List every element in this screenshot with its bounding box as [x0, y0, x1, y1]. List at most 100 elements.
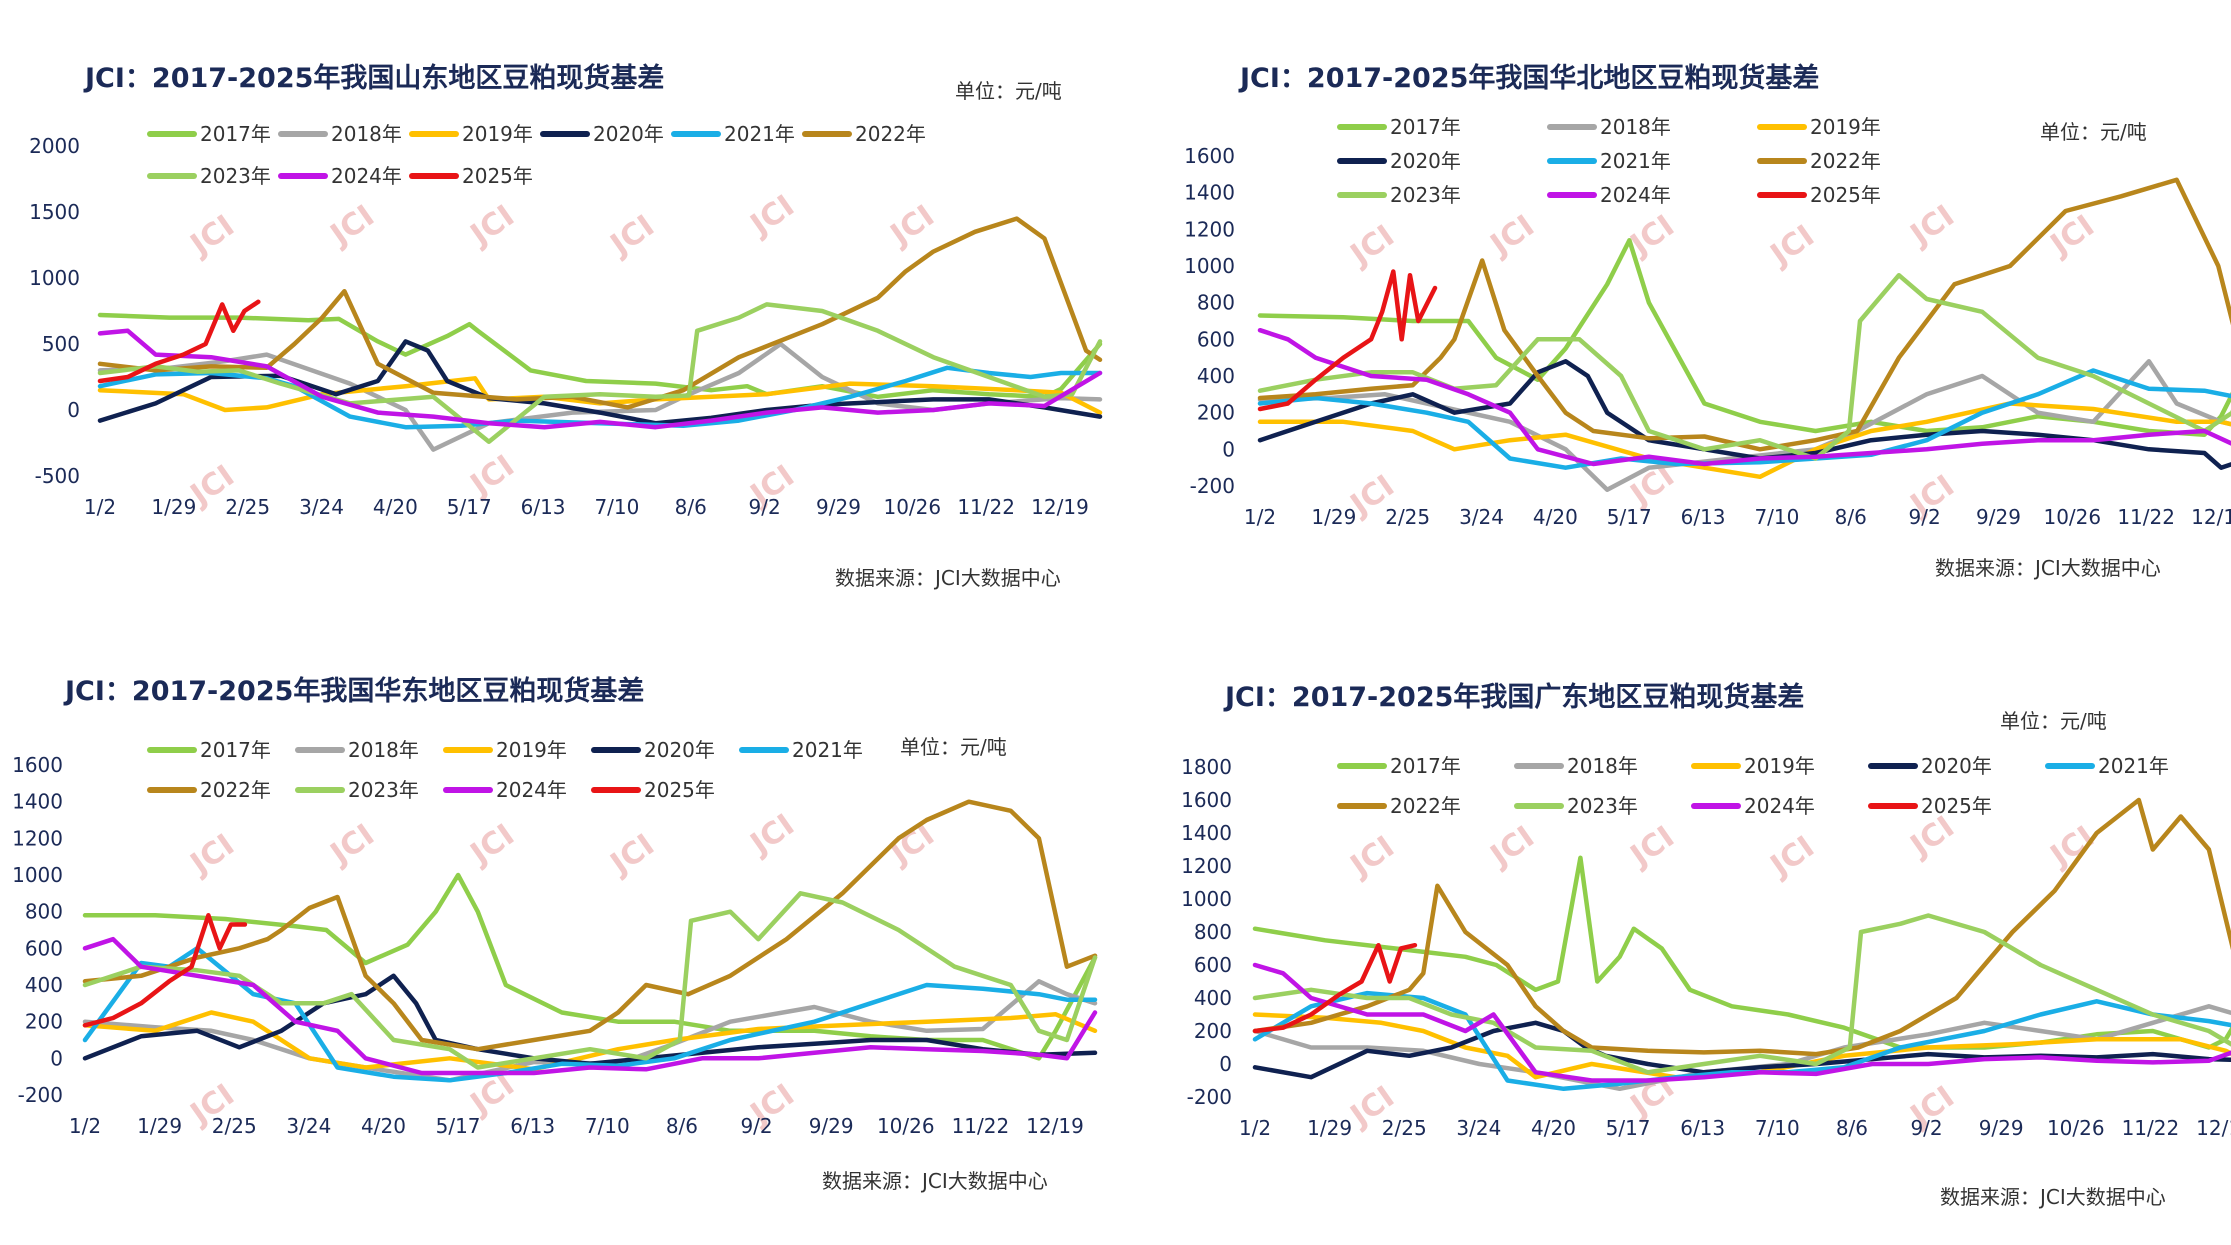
watermark-text: JCI	[743, 188, 801, 243]
y-tick-label: 600	[25, 936, 63, 960]
source-label: 数据来源：JCI大数据中心	[1940, 1185, 2166, 1209]
legend-label: 2018年	[1567, 754, 1638, 778]
x-tick-label: 5/17	[1606, 1116, 1651, 1140]
legend-label: 2019年	[496, 738, 567, 762]
x-tick-label: 8/6	[1836, 1116, 1868, 1140]
chart-panel-huabei: JCI JCI JCI JCI JCI JCI JCI JCI JCI JCI：2017-2025…	[1160, 0, 2231, 600]
chart-title: JCI：2017-2025年我国华北地区豆粕现货基差	[1238, 62, 1819, 94]
chart-title: JCI：2017-2025年我国山东地区豆粕现货基差	[83, 62, 664, 94]
x-tick-label: 1/29	[137, 1114, 182, 1138]
x-tick-label: 9/29	[809, 1114, 854, 1138]
watermark-text: JCI	[2043, 208, 2101, 263]
x-tick-label: 8/6	[666, 1114, 698, 1138]
y-tick-label: 1600	[1181, 788, 1232, 812]
y-tick-label: -200	[18, 1083, 63, 1107]
x-tick-label: 11/22	[952, 1114, 1010, 1138]
y-tick-label: 1400	[1184, 181, 1235, 205]
legend-label: 2020年	[644, 738, 715, 762]
watermark-text: JCI	[1623, 208, 1681, 263]
y-tick-label: 1200	[1181, 854, 1232, 878]
x-tick-label: 7/10	[1755, 1116, 1800, 1140]
x-tick-label: 12/19	[1026, 1114, 1084, 1138]
x-tick-label: 10/26	[877, 1114, 935, 1138]
watermark-text: JCI	[1343, 218, 1401, 273]
y-tick-label: 2000	[29, 134, 80, 158]
legend-label: 2020年	[593, 122, 664, 146]
x-tick-label: 12/19	[2191, 505, 2231, 529]
x-tick-label: 2/25	[1382, 1116, 1427, 1140]
x-tick-label: 2/25	[1385, 505, 1430, 529]
x-tick-label: 9/29	[816, 495, 861, 519]
y-tick-label: 600	[1197, 327, 1235, 351]
y-tick-label: 1600	[12, 753, 63, 777]
y-tick-label: 1400	[12, 790, 63, 814]
legend-label: 2025年	[1921, 794, 1992, 818]
x-tick-label: 9/29	[1979, 1116, 2024, 1140]
legend-label: 2024年	[1744, 794, 1815, 818]
x-tick-label: 1/2	[1239, 1116, 1271, 1140]
x-tick-label: 10/26	[2047, 1116, 2105, 1140]
x-tick-label: 4/20	[361, 1114, 406, 1138]
watermark-text: JCI	[743, 807, 801, 862]
y-tick-label: 800	[1194, 920, 1232, 944]
x-tick-label: 7/10	[594, 495, 639, 519]
series-line	[82, 913, 248, 1028]
watermark-text: JCI	[603, 827, 661, 882]
x-tick-label: 6/13	[1681, 505, 1726, 529]
x-tick-label: 1/2	[1244, 505, 1276, 529]
y-tick-label: 800	[1197, 291, 1235, 315]
y-tick-label: 1200	[12, 826, 63, 850]
series-line	[1257, 368, 2231, 470]
series-line	[82, 891, 1098, 1070]
watermark-text: JCI	[1623, 819, 1681, 874]
watermark-text: JCI	[883, 198, 941, 253]
legend-label: 2022年	[1810, 149, 1881, 173]
unit-label: 单位：元/吨	[2000, 709, 2107, 733]
series-line	[82, 1010, 1098, 1072]
legend-label: 2022年	[200, 778, 271, 802]
series-line	[1252, 962, 2231, 1083]
x-tick-label: 5/17	[436, 1114, 481, 1138]
y-tick-label: 500	[42, 332, 80, 356]
watermark-text: JCI	[1343, 829, 1401, 884]
x-tick-label: 1/2	[84, 495, 116, 519]
series-line	[97, 341, 1103, 452]
legend-label: 2020年	[1390, 149, 1461, 173]
chart-panel-guangdong: JCI JCI JCI JCI JCI JCI JCI JCI JCI JCI：2017-2025…	[1160, 640, 2231, 1240]
legend-label: 2024年	[1600, 183, 1671, 207]
legend: 2017年 2018年 2019年 2020年 2021年 2022年 2023年 2024年…	[147, 738, 863, 802]
watermark-text: JCI	[1903, 198, 1961, 253]
x-tick-label: 7/10	[1754, 505, 1799, 529]
y-tick-label: 1200	[1184, 217, 1235, 241]
x-tick-label: 9/2	[740, 1114, 772, 1138]
series-line	[1257, 401, 2231, 480]
x-tick-label: 1/29	[1307, 1116, 1352, 1140]
source-label: 数据来源：JCI大数据中心	[822, 1169, 1048, 1193]
series-line	[1257, 238, 2231, 437]
x-tick-label: 11/22	[2117, 505, 2175, 529]
y-tick-label: 0	[50, 1046, 63, 1070]
x-tick-label: 1/29	[151, 495, 196, 519]
watermark-text: JCI	[1483, 819, 1541, 874]
x-tick-label: 4/20	[1531, 1116, 1576, 1140]
y-tick-label: 1000	[1184, 254, 1235, 278]
legend-label: 2024年	[331, 164, 402, 188]
chart-panel-shandong: JCI JCI JCI JCI JCI JCI JCI JCI JCI JCI：2017-2025…	[0, 0, 1103, 600]
x-tick-label: 9/2	[1909, 505, 1941, 529]
legend-label: 2017年	[200, 122, 271, 146]
legend-label: 2017年	[1390, 754, 1461, 778]
y-tick-label: -200	[1187, 1085, 1232, 1109]
series-line	[1257, 359, 2231, 492]
watermark-text: JCI	[463, 817, 521, 872]
y-tick-label: 400	[1194, 986, 1232, 1010]
y-tick-label: 1000	[29, 266, 80, 290]
legend-label: 2023年	[1390, 183, 1461, 207]
x-tick-label: 3/24	[299, 495, 344, 519]
legend-label: 2022年	[855, 122, 926, 146]
x-tick-label: 4/20	[1533, 505, 1578, 529]
watermark-text: JCI	[1763, 829, 1821, 884]
unit-label: 单位：元/吨	[900, 735, 1007, 759]
